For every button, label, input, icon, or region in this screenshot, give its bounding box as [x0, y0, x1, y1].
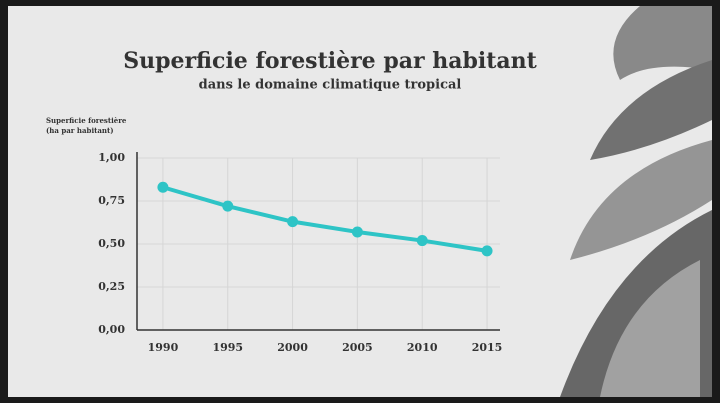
x-tick-label: 2000	[277, 341, 308, 354]
x-tick-label: 1995	[212, 341, 243, 354]
data-point	[481, 245, 493, 257]
y-tick-label: 0,75	[98, 194, 125, 207]
chart-subtitle: dans le domaine climatique tropical	[199, 78, 462, 93]
x-tick-label: 2010	[407, 341, 438, 354]
y-tick-label: 0,25	[98, 280, 125, 293]
data-point	[287, 216, 299, 228]
data-point	[157, 181, 169, 193]
data-point	[222, 200, 234, 212]
palm-leaves	[560, 6, 712, 397]
data-line	[162, 185, 488, 253]
y-axis-label: Superficie forestière	[46, 116, 127, 125]
x-tick-label: 1990	[148, 341, 179, 354]
y-tick-label: 1,00	[98, 151, 125, 164]
y-tick-label: 0,00	[98, 323, 125, 336]
x-tick-label: 2015	[472, 341, 503, 354]
x-tick-label: 2005	[342, 341, 373, 354]
y-tick-label: 0,50	[98, 237, 125, 250]
data-point	[351, 226, 363, 238]
y-axis-label: (ha par habitant)	[46, 126, 114, 135]
chart-title: Superficie forestière par habitant	[123, 48, 537, 74]
data-point	[416, 235, 428, 247]
